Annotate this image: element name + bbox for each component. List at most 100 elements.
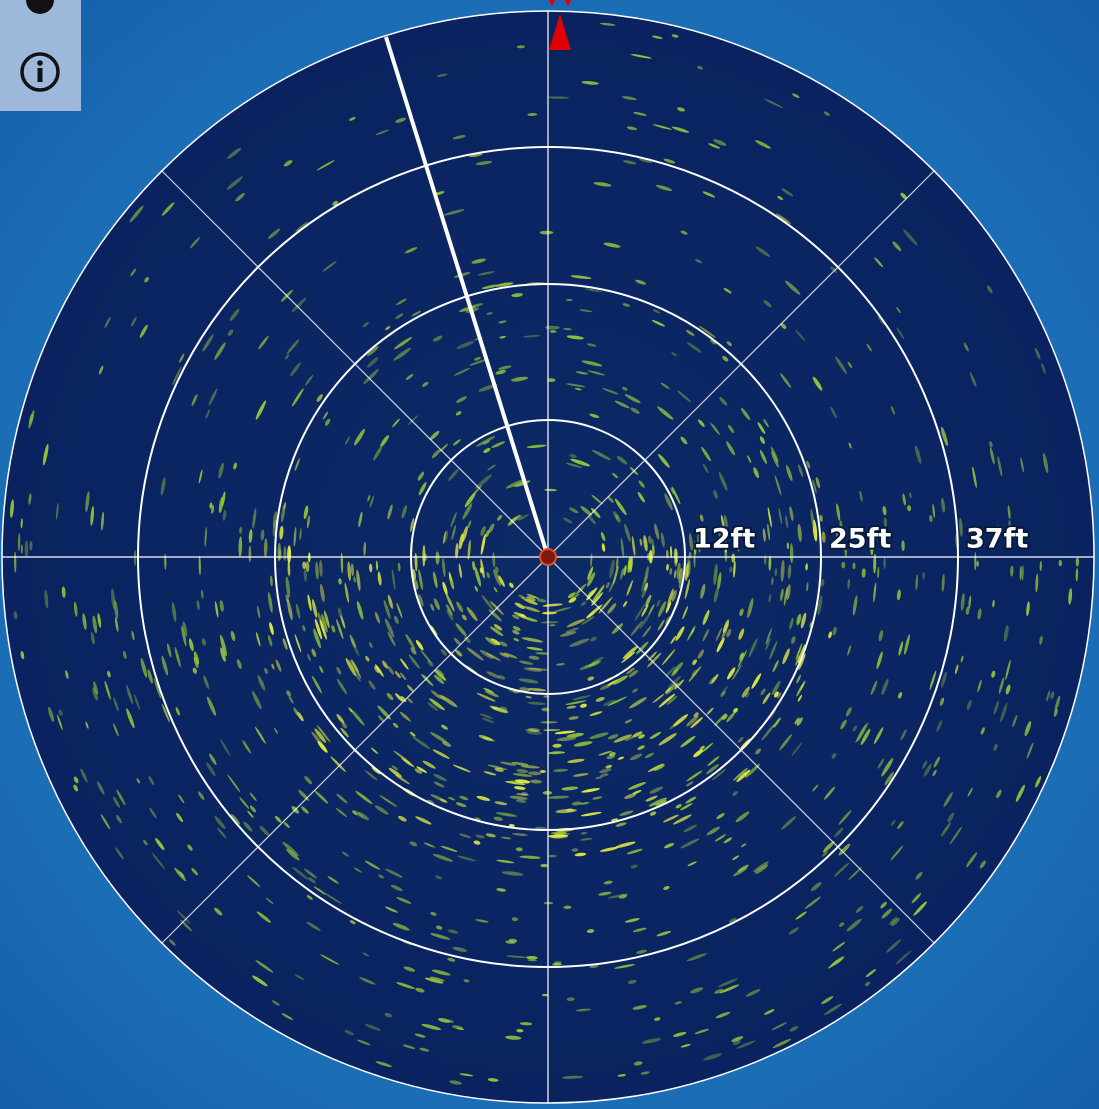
echo [486,652,501,661]
echo [530,779,542,784]
echo [698,419,705,427]
echo [767,506,772,528]
echo [764,98,784,109]
echo [144,276,149,283]
echo [466,647,484,661]
echo [852,595,858,616]
echo [630,753,643,761]
echo [383,599,391,619]
echo [726,712,736,723]
echo [1035,776,1042,788]
echo [340,552,344,574]
echo [140,658,148,678]
echo [703,1053,722,1061]
echo [587,572,596,587]
settings-button[interactable] [26,0,54,14]
echo [355,790,373,805]
echo [694,258,703,264]
echo [182,621,188,637]
echo [641,588,647,599]
echo [630,620,643,637]
echo [451,525,456,541]
echo [453,637,462,646]
echo [432,749,450,760]
echo [505,1035,522,1040]
echo [82,613,87,630]
echo [414,768,423,774]
echo [562,517,573,524]
echo [304,776,313,785]
echo [214,342,226,360]
echo [570,275,592,279]
echo [822,851,828,857]
echo [227,147,242,159]
echo [526,955,538,960]
echo [272,510,278,528]
info-button[interactable] [20,52,60,92]
echo [42,444,49,466]
echo [447,957,456,962]
echo [291,297,307,313]
echo [496,859,515,864]
echo [580,601,587,606]
echo [644,582,649,592]
echo [73,784,79,792]
echo [614,841,636,849]
echo [674,1001,683,1005]
echo [385,326,391,331]
echo [280,504,286,523]
echo [565,627,579,633]
echo [628,669,639,678]
echo [641,575,647,592]
echo [115,847,124,860]
echo [900,192,907,200]
echo [897,821,904,830]
echo [319,560,323,577]
echo [392,418,400,428]
echo [998,677,1005,694]
echo [714,988,724,994]
echo [587,566,594,581]
echo [540,863,549,868]
echo [287,565,291,577]
echo [693,749,703,758]
echo [685,781,694,787]
echo [622,160,637,165]
echo [511,376,529,382]
echo [798,464,804,477]
echo [499,641,508,647]
echo [493,587,498,593]
echo [366,346,379,357]
echo [408,415,418,425]
echo [806,460,811,469]
echo [735,811,750,823]
echo [374,611,381,624]
echo [780,560,785,582]
echo [581,788,600,793]
echo [475,919,489,923]
echo [379,795,398,807]
echo [516,1028,524,1033]
echo [164,553,167,570]
echo [890,405,896,415]
echo [314,728,327,744]
echo [61,586,66,598]
echo [403,966,416,972]
echo [427,799,435,804]
echo [483,447,491,454]
echo [402,1044,416,1049]
echo [336,619,344,640]
echo [726,341,732,347]
echo [800,680,806,691]
echo [852,725,858,732]
echo [523,667,542,672]
echo [666,563,669,571]
echo [823,1003,843,1016]
echo [728,917,737,923]
echo [430,933,451,940]
echo [840,719,847,730]
echo [702,609,710,625]
echo [847,361,853,369]
echo [786,542,790,550]
echo [629,697,647,709]
